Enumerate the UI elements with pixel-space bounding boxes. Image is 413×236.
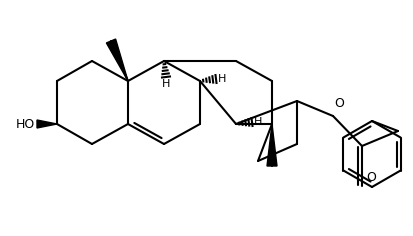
- Polygon shape: [37, 120, 57, 128]
- Text: H: H: [161, 79, 170, 89]
- Text: HO: HO: [16, 118, 35, 131]
- Polygon shape: [266, 124, 276, 166]
- Polygon shape: [106, 39, 128, 81]
- Text: H: H: [218, 74, 226, 84]
- Text: O: O: [333, 97, 343, 110]
- Text: H: H: [254, 117, 262, 127]
- Text: O: O: [365, 171, 375, 184]
